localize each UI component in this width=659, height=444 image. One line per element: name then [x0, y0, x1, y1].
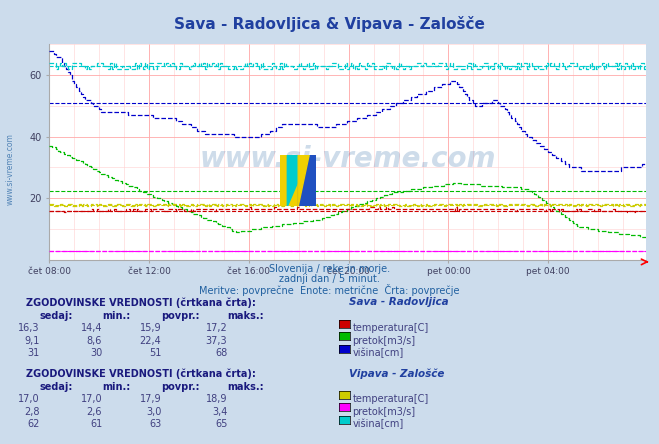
Text: 22,4: 22,4 [140, 336, 161, 346]
Text: 68: 68 [215, 348, 227, 358]
Text: 51: 51 [149, 348, 161, 358]
Text: 37,3: 37,3 [206, 336, 227, 346]
Text: min.:: min.: [102, 382, 130, 392]
Bar [280, 155, 298, 206]
Bar [298, 155, 316, 206]
Text: ZGODOVINSKE VREDNOSTI (črtkana črta):: ZGODOVINSKE VREDNOSTI (črtkana črta): [26, 297, 256, 308]
Text: 8,6: 8,6 [87, 336, 102, 346]
Text: povpr.:: povpr.: [161, 382, 200, 392]
Text: zadnji dan / 5 minut.: zadnji dan / 5 minut. [279, 274, 380, 284]
Text: Sava - Radovljica: Sava - Radovljica [349, 297, 449, 308]
Text: 3,4: 3,4 [212, 407, 227, 417]
Text: 2,6: 2,6 [86, 407, 102, 417]
Text: 17,0: 17,0 [18, 394, 40, 404]
Text: 16,3: 16,3 [18, 323, 40, 333]
Polygon shape [287, 155, 309, 206]
Polygon shape [298, 155, 309, 206]
Text: maks.:: maks.: [227, 382, 264, 392]
Text: www.si-vreme.com: www.si-vreme.com [200, 145, 496, 173]
Text: pretok[m3/s]: pretok[m3/s] [353, 336, 416, 346]
Text: 14,4: 14,4 [80, 323, 102, 333]
Text: 3,0: 3,0 [146, 407, 161, 417]
Text: Meritve: povprečne  Enote: metrične  Črta: povprečje: Meritve: povprečne Enote: metrične Črta:… [199, 284, 460, 296]
Text: sedaj:: sedaj: [40, 382, 73, 392]
Text: 61: 61 [90, 419, 102, 429]
Text: 65: 65 [215, 419, 227, 429]
Text: 17,9: 17,9 [140, 394, 161, 404]
Text: 30: 30 [90, 348, 102, 358]
Text: temperatura[C]: temperatura[C] [353, 394, 429, 404]
Text: pretok[m3/s]: pretok[m3/s] [353, 407, 416, 417]
Text: 62: 62 [27, 419, 40, 429]
Text: 18,9: 18,9 [206, 394, 227, 404]
Text: 17,0: 17,0 [80, 394, 102, 404]
Text: min.:: min.: [102, 311, 130, 321]
Text: Sava - Radovljica & Vipava - Zalošče: Sava - Radovljica & Vipava - Zalošče [174, 16, 485, 32]
Text: povpr.:: povpr.: [161, 311, 200, 321]
Text: 9,1: 9,1 [24, 336, 40, 346]
Text: višina[cm]: višina[cm] [353, 419, 404, 429]
Text: ZGODOVINSKE VREDNOSTI (črtkana črta):: ZGODOVINSKE VREDNOSTI (črtkana črta): [26, 369, 256, 379]
Text: sedaj:: sedaj: [40, 311, 73, 321]
Text: 17,2: 17,2 [206, 323, 227, 333]
Text: www.si-vreme.com: www.si-vreme.com [5, 133, 14, 205]
Text: Vipava - Zalošče: Vipava - Zalošče [349, 369, 445, 379]
Text: višina[cm]: višina[cm] [353, 348, 404, 358]
Text: 63: 63 [149, 419, 161, 429]
Text: temperatura[C]: temperatura[C] [353, 323, 429, 333]
Text: 31: 31 [27, 348, 40, 358]
Text: 2,8: 2,8 [24, 407, 40, 417]
Text: 15,9: 15,9 [140, 323, 161, 333]
Text: maks.:: maks.: [227, 311, 264, 321]
Text: Slovenija / reke in morje.: Slovenija / reke in morje. [269, 264, 390, 274]
